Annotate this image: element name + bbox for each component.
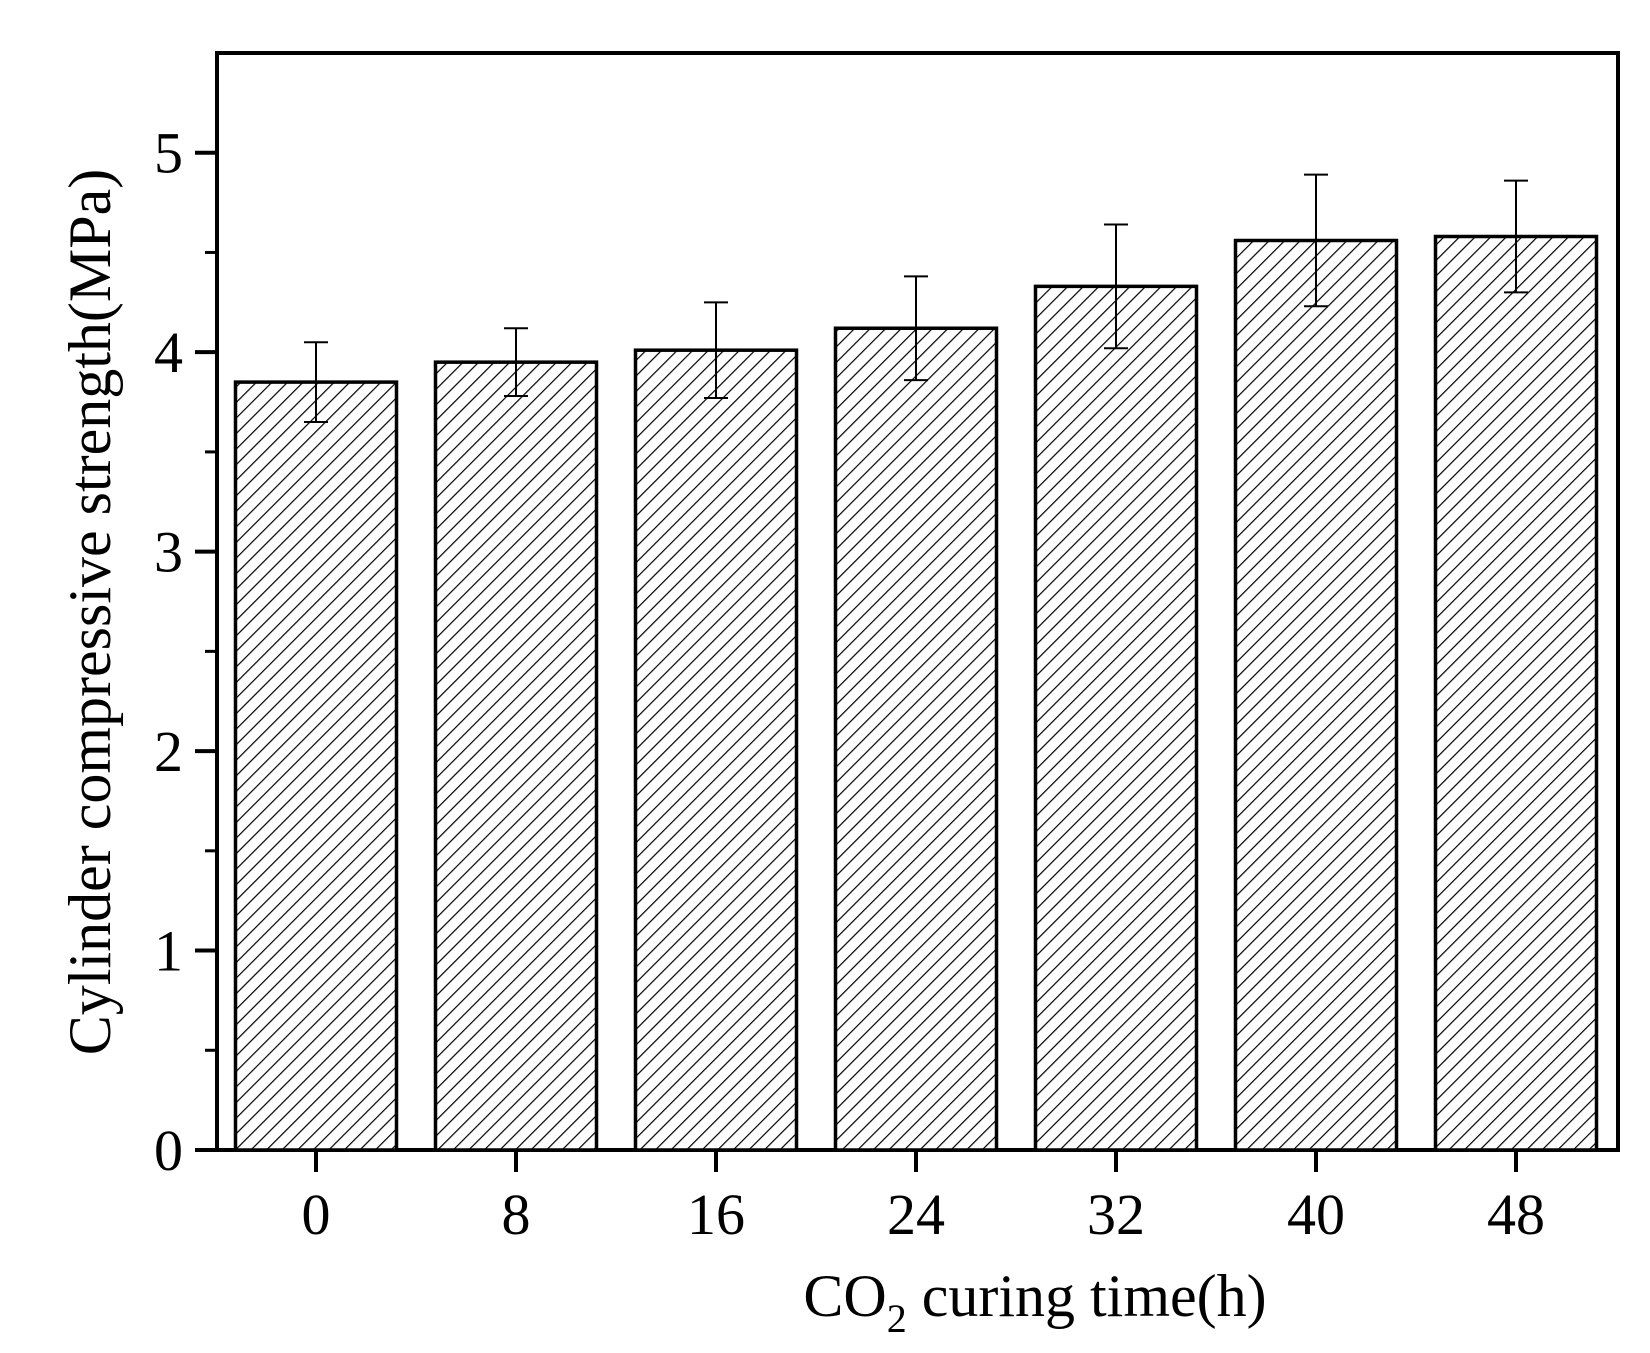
y-tick-label: 5 [154,121,183,186]
x-tick-label: 48 [1487,1182,1545,1247]
x-axis-title-main: CO [803,1263,886,1329]
y-tick-label: 2 [154,719,183,784]
y-tick-label: 0 [154,1118,183,1183]
bar-48 [1433,234,1599,1152]
x-tick-label: 24 [887,1182,945,1247]
bar-40 [1233,238,1399,1152]
bar-32 [1033,284,1199,1152]
x-axis-ticks: 0 8 16 24 32 40 48 [302,1150,1545,1247]
x-axis-title-subscript: 2 [887,1296,907,1341]
x-axis-title: CO2 curing time(h) [803,1263,1266,1341]
y-tick-label: 1 [154,919,183,984]
bar-0 [233,380,399,1152]
y-tick-label: 4 [154,320,183,385]
x-tick-label: 16 [687,1182,745,1247]
x-axis-title-rest: curing time(h) [907,1263,1267,1329]
y-axis-ticks: 0 1 2 3 4 5 [154,121,217,1183]
x-tick-label: 0 [302,1182,331,1247]
error-bars [304,173,1528,423]
bar-24 [833,326,999,1152]
bar-16 [633,348,799,1152]
y-axis-title: Cylinder compressive strength(MPa) [57,169,123,1056]
x-tick-label: 8 [502,1182,531,1247]
bar-8 [433,360,599,1152]
y-tick-label: 3 [154,520,183,585]
x-tick-label: 32 [1087,1182,1145,1247]
bars [233,234,1599,1152]
x-tick-label: 40 [1287,1182,1345,1247]
